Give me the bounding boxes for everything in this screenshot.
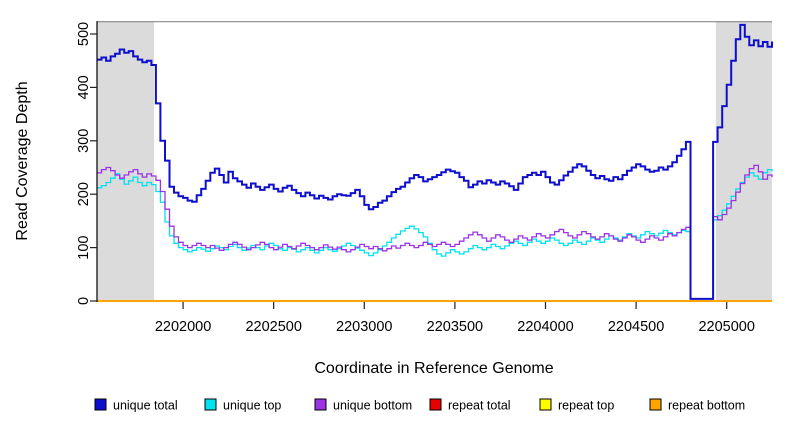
legend-swatch-unique-top <box>204 398 217 411</box>
legend-item-unique-top: unique top <box>204 398 281 413</box>
masked-region-shading <box>97 21 772 302</box>
y-tick-label: 0 <box>76 297 92 305</box>
legend-item-unique-bottom: unique bottom <box>314 398 412 413</box>
y-tick-label: 100 <box>76 235 92 259</box>
x-tick-label: 2203000 <box>336 319 392 335</box>
coverage-series-lines <box>97 23 773 302</box>
x-tick-label: 2203500 <box>427 319 483 335</box>
legend-item-repeat-bottom: repeat bottom <box>649 398 745 413</box>
x-axis-title: Coordinate in Reference Genome <box>314 360 553 377</box>
legend-item-repeat-top: repeat top <box>539 398 614 413</box>
legend-swatch-unique-total <box>94 398 107 411</box>
legend-label-repeat-bottom: repeat bottom <box>668 399 745 413</box>
legend: unique total unique top unique bottom re… <box>94 398 745 413</box>
y-axis-title: Read Coverage Depth <box>14 81 31 240</box>
series-unique-top <box>97 168 773 300</box>
legend-swatch-repeat-top <box>539 398 552 411</box>
y-tick-label: 300 <box>76 129 92 153</box>
x-tick-label: 2202500 <box>245 319 301 335</box>
legend-item-unique-total: unique total <box>94 398 178 413</box>
legend-swatch-unique-bottom <box>314 398 327 411</box>
legend-label-unique-top: unique top <box>223 399 281 413</box>
legend-label-unique-total: unique total <box>113 399 178 413</box>
shaded-region <box>97 21 155 302</box>
legend-swatch-repeat-bottom <box>649 398 662 411</box>
x-tick-label: 2205000 <box>698 319 754 335</box>
series-unique-bottom <box>97 164 773 300</box>
y-tick-label: 400 <box>76 75 92 99</box>
x-tick-label: 2204500 <box>608 319 664 335</box>
y-tick-label: 200 <box>76 182 92 206</box>
series-unique-total <box>97 23 773 300</box>
legend-swatch-repeat-total <box>429 398 442 411</box>
shaded-region <box>715 21 772 302</box>
legend-item-repeat-total: repeat total <box>429 398 511 413</box>
x-tick-label: 2204000 <box>517 319 573 335</box>
legend-label-unique-bottom: unique bottom <box>333 399 412 413</box>
axes-and-ticks: 0 100 200 300 400 500 2202000 2202500 2203000 220… <box>76 21 755 335</box>
legend-label-repeat-total: repeat total <box>448 399 511 413</box>
y-tick-label: 500 <box>76 22 92 46</box>
legend-label-repeat-top: repeat top <box>558 399 614 413</box>
x-tick-label: 2202000 <box>155 319 211 335</box>
